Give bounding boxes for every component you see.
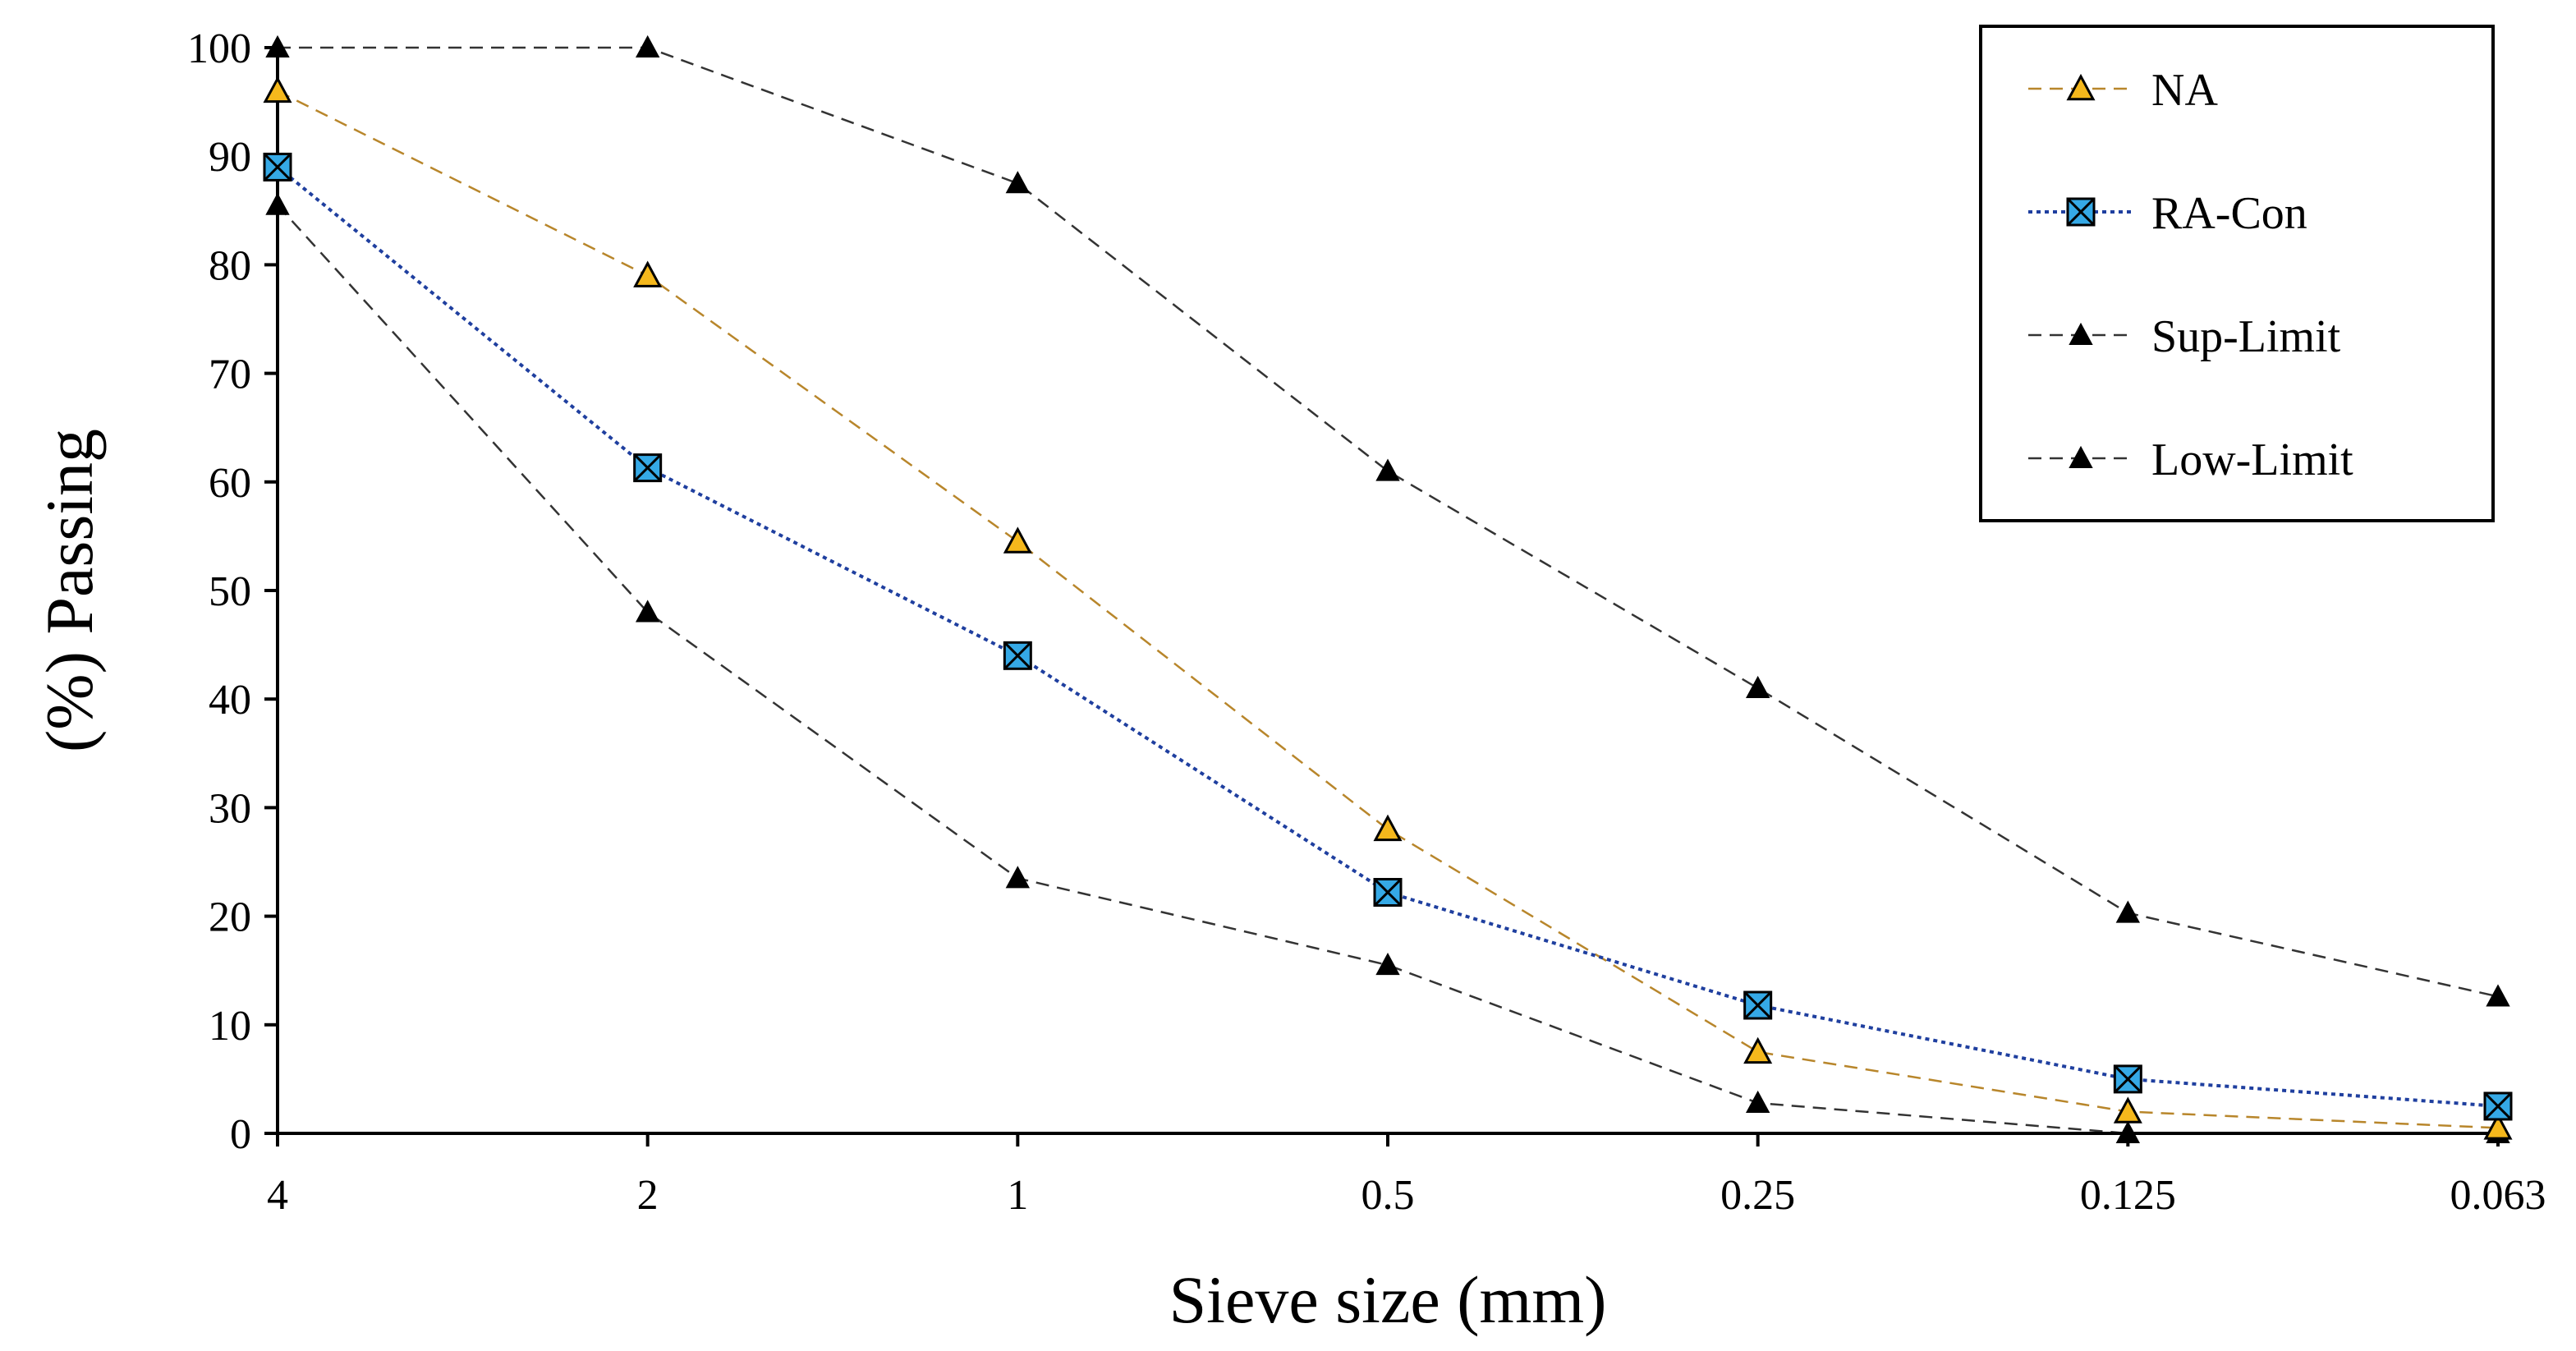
x-tick-label: 0.125 (2080, 1172, 2176, 1219)
data-point-low-limit (265, 192, 290, 215)
data-point-sup-limit (1005, 171, 1031, 194)
legend-marker-na (2066, 73, 2096, 101)
y-tick-label: 70 (209, 352, 251, 398)
legend-marker-ra-con (2066, 197, 2096, 227)
data-point-ra-con (2483, 1091, 2513, 1121)
legend-label-low-limit: Low-Limit (2151, 434, 2353, 485)
legend-item-na: NA (2028, 65, 2218, 116)
legend-marker-low-limit (2069, 445, 2093, 469)
data-point-ra-con (1743, 990, 1773, 1020)
y-tick-label: 100 (187, 25, 251, 72)
data-point-na (1373, 814, 1403, 842)
data-point-ra-con (2113, 1064, 2142, 1094)
data-point-sup-limit (1375, 458, 1400, 481)
data-point-na (1743, 1036, 1773, 1064)
data-point-sup-limit (2486, 984, 2510, 1007)
data-point-na (263, 76, 292, 103)
data-point-sup-limit (2115, 900, 2141, 923)
x-tick-label: 0.063 (2450, 1172, 2546, 1219)
data-point-ra-con (1003, 641, 1032, 670)
legend: NA RA-Con Sup-Limit Low-Limit (1979, 25, 2495, 522)
data-point-ra-con (633, 453, 663, 483)
y-tick-label: 40 (209, 677, 251, 724)
data-point-ra-con (263, 152, 292, 182)
data-point-low-limit (1005, 866, 1031, 889)
data-point-sup-limit (635, 34, 660, 58)
y-tick-label: 20 (209, 894, 251, 941)
y-axis-title: (%) Passing (32, 429, 107, 752)
data-point-low-limit (1745, 1090, 1770, 1114)
legend-label-ra-con: RA-Con (2151, 188, 2307, 239)
data-point-sup-limit (1745, 675, 1770, 699)
y-ticks: 0 10 20 30 40 50 60 70 80 90 100 (187, 25, 278, 1158)
legend-item-low-limit: Low-Limit (2028, 434, 2353, 485)
marker-layer (263, 34, 2513, 1144)
legend-label-sup-limit: Sup-Limit (2151, 311, 2341, 362)
legend-box (1979, 25, 2495, 522)
y-tick-label: 10 (209, 1003, 251, 1050)
x-axis-title: Sieve size (mm) (1169, 1262, 1607, 1337)
data-point-low-limit (1375, 952, 1400, 976)
y-tick-label: 80 (209, 242, 251, 289)
data-point-na (2483, 1113, 2513, 1140)
data-point-na (1003, 526, 1032, 554)
x-tick-label: 0.5 (1361, 1172, 1415, 1219)
data-point-ra-con (1373, 878, 1403, 908)
x-tick-label: 4 (267, 1172, 288, 1219)
y-tick-label: 30 (209, 785, 251, 832)
data-point-low-limit (2115, 1120, 2141, 1144)
legend-item-ra-con: RA-Con (2028, 188, 2307, 239)
data-point-low-limit (635, 600, 660, 623)
data-point-na (2113, 1096, 2142, 1124)
legend-item-sup-limit: Sup-Limit (2028, 311, 2341, 362)
y-tick-label: 60 (209, 460, 251, 507)
y-tick-label: 0 (230, 1111, 251, 1158)
x-tick-label: 1 (1007, 1172, 1028, 1219)
y-tick-label: 90 (209, 134, 251, 181)
x-ticks: 4 2 1 0.5 0.25 0.125 0.063 (267, 1133, 2546, 1219)
x-tick-label: 0.25 (1720, 1172, 1795, 1219)
data-point-na (633, 260, 663, 287)
legend-label-na: NA (2151, 65, 2218, 116)
axes-layer: 0 10 20 30 40 50 60 70 80 90 100 4 2 1 0.5 0.25 0.125 0.… (187, 25, 2546, 1219)
legend-marker-sup-limit (2069, 322, 2093, 346)
data-point-sup-limit (265, 34, 290, 58)
y-tick-label: 50 (209, 568, 251, 615)
x-tick-label: 2 (637, 1172, 659, 1219)
